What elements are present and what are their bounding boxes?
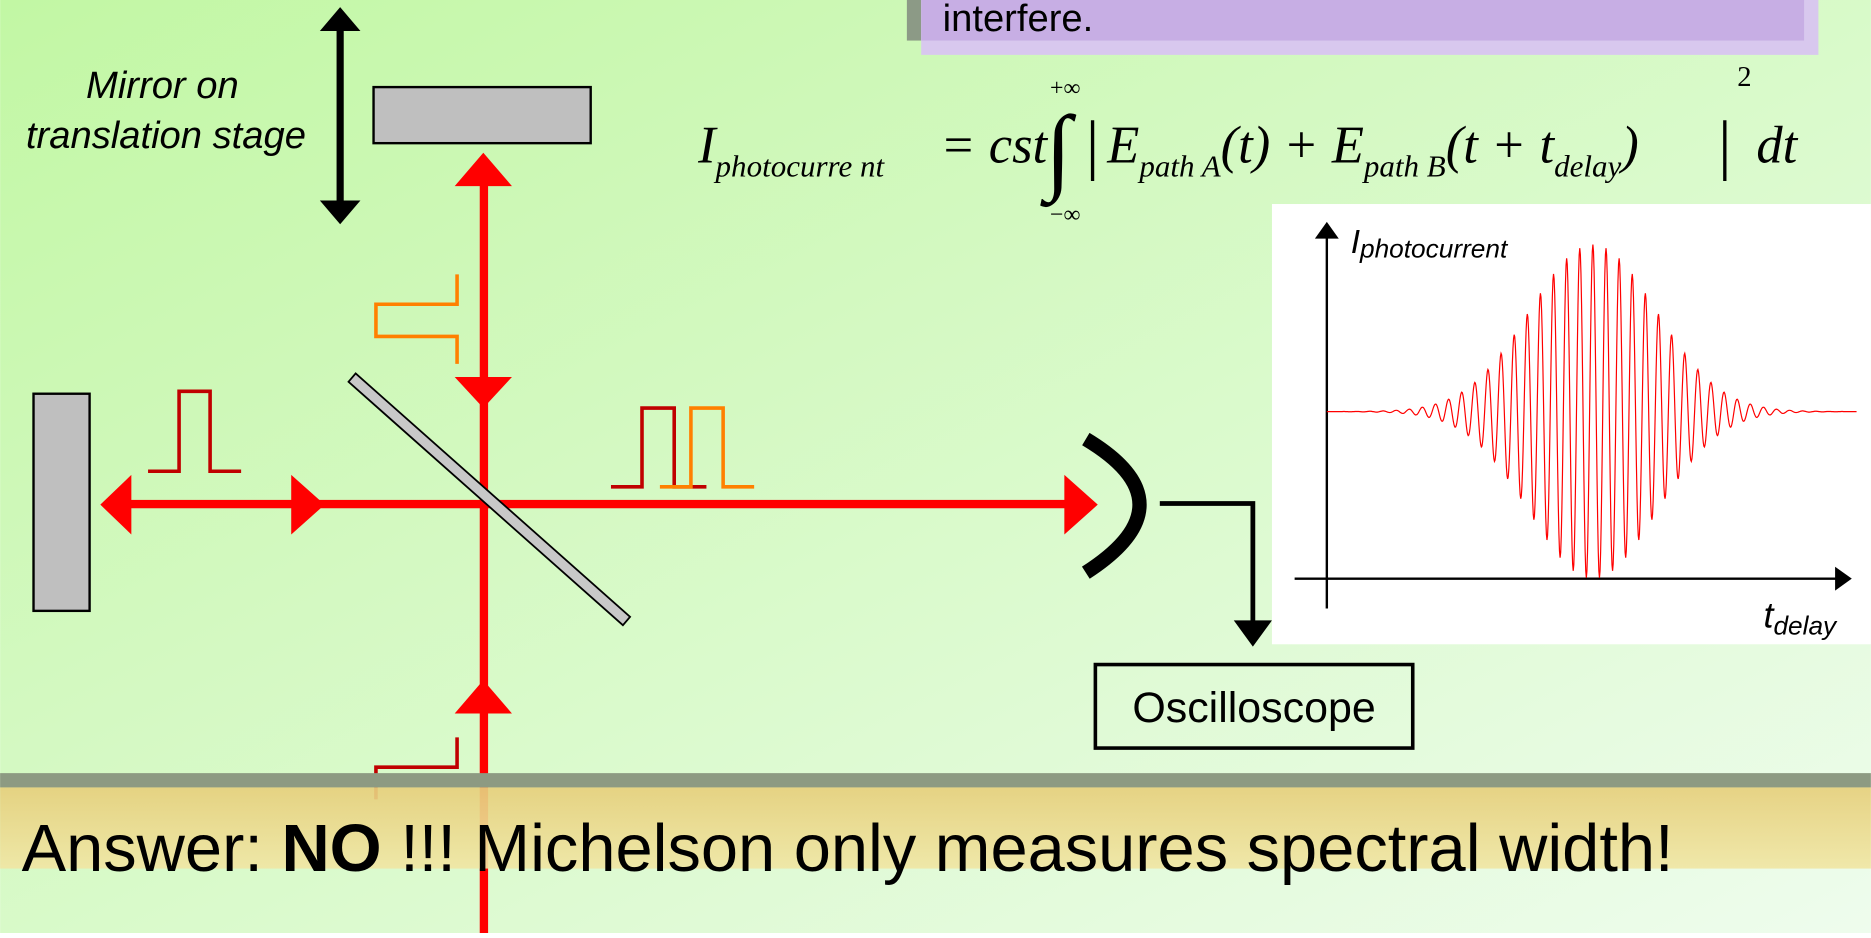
eq-power: 2 — [1737, 61, 1751, 93]
eq-part: ) — [1618, 116, 1638, 174]
equation: Iphotocurre nt = cst ∫ +∞ −∞ | Epath A(t… — [697, 61, 1799, 228]
detector — [1081, 432, 1147, 579]
mirror-label: Mirror on — [86, 64, 239, 107]
plot-y-label: I — [1351, 224, 1360, 261]
plot-x-label-sub: delay — [1773, 611, 1838, 641]
eq-part: Iphotocurre nt — [697, 116, 885, 183]
plot-y-label: Iphotocurrent — [1351, 224, 1509, 264]
plot-axes — [1294, 221, 1852, 609]
header-accent — [906, 0, 922, 41]
banner — [0, 787, 1871, 869]
eq-lower: −∞ — [1050, 202, 1080, 228]
wire-arrow — [1233, 620, 1272, 647]
header-box — [921, 0, 1805, 41]
eq-upper: +∞ — [1050, 75, 1080, 101]
eq-part: I — [697, 116, 718, 174]
fixed-mirror — [32, 392, 91, 613]
eq-part: = cst — [940, 116, 1048, 174]
mirror-label: translation stage — [26, 114, 306, 157]
beam-splitter — [347, 372, 632, 627]
plot-x-label: t — [1764, 596, 1776, 636]
eq-sub: path A — [1137, 149, 1221, 184]
plot-area — [1271, 204, 1871, 645]
wire — [1159, 501, 1256, 623]
eq-part: dt — [1756, 116, 1798, 174]
eq-part: = cst — [940, 116, 1048, 174]
pulses — [148, 274, 755, 800]
eq-part: (t) + E — [1221, 116, 1364, 174]
plot-y-label-sub: photocurrent — [1359, 234, 1509, 264]
stage-arrow — [319, 7, 361, 225]
eq-sub: photocurre nt — [714, 149, 886, 184]
moving-mirror — [372, 85, 592, 145]
eq-integral: ∫ — [1039, 96, 1076, 207]
answer-suffix: !!! Michelson only measures spectral wid… — [382, 812, 1674, 886]
header-text: interfere. — [943, 0, 1094, 40]
oscilloscope-label: Oscilloscope — [1132, 684, 1375, 732]
eq-part: Epath A(t) + Epath B(t + tdelay) — [1106, 116, 1638, 183]
eq-sub: delay — [1554, 149, 1621, 184]
eq-bar: | — [1718, 108, 1731, 182]
banner-accent — [0, 773, 1871, 788]
eq-part: E — [1106, 116, 1139, 174]
eq-sub: path B — [1362, 149, 1446, 184]
interferogram — [1326, 244, 1857, 578]
oscilloscope-box — [1093, 662, 1415, 750]
answer-emphasis: NO — [281, 812, 381, 886]
answer-text: Answer: NO !!! Michelson only measures s… — [22, 812, 1674, 886]
plot-x-label: tdelay — [1764, 596, 1839, 641]
answer-prefix: Answer: — [22, 812, 282, 886]
eq-bar: | — [1086, 108, 1099, 182]
eq-part: (t + t — [1446, 116, 1556, 174]
beams — [100, 152, 1098, 933]
